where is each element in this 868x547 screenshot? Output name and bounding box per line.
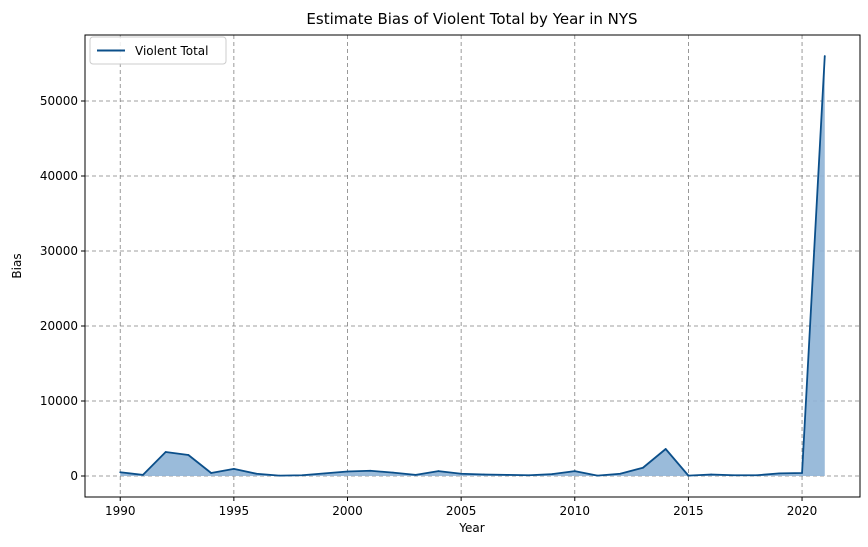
data-point [687, 474, 690, 477]
x-tick-label: 2015 [673, 504, 704, 518]
data-point [437, 470, 440, 473]
legend-label-violent-total: Violent Total [135, 44, 209, 58]
x-tick-label: 1990 [105, 504, 136, 518]
plot-frame [84, 34, 861, 498]
data-point [801, 472, 803, 474]
x-tick-label: 2005 [446, 504, 477, 518]
data-point [755, 474, 758, 477]
data-point [732, 474, 735, 477]
data-point [232, 467, 235, 470]
data-point [164, 451, 167, 453]
data-layer [119, 55, 826, 477]
y-tick-label: 0 [70, 469, 78, 483]
grid-layer [85, 35, 860, 497]
x-tick-label: 2000 [332, 504, 363, 518]
data-point [323, 472, 326, 475]
data-point [119, 471, 122, 474]
x-tick-label: 1995 [219, 504, 250, 518]
data-point [505, 473, 508, 476]
data-point [369, 469, 372, 472]
data-point [596, 474, 599, 477]
y-tick-label: 10000 [40, 394, 78, 408]
x-tick-label: 2010 [559, 504, 590, 518]
data-point [210, 472, 213, 474]
data-point [619, 472, 622, 475]
data-point [187, 454, 190, 456]
data-point [460, 472, 463, 475]
data-point [823, 55, 826, 57]
series-area-fill [120, 56, 825, 476]
y-axis-label: Bias [10, 253, 24, 278]
data-point [528, 474, 531, 477]
y-tick-label: 20000 [40, 319, 78, 333]
x-tick-label: 2020 [787, 504, 818, 518]
data-point [278, 474, 281, 477]
data-point [392, 471, 394, 474]
chart-title: Estimate Bias of Violent Total by Year i… [306, 10, 637, 28]
axes-layer: 1990 1995 2000 2005 2010 2015 2020 0 10000 20000 3… [40, 34, 861, 518]
x-axis-label: Year [458, 521, 484, 535]
y-tick-label: 40000 [40, 169, 78, 183]
data-point [255, 472, 258, 475]
y-tick-label: 50000 [40, 94, 78, 108]
legend: Violent Total [89, 36, 227, 65]
data-point [664, 448, 667, 450]
series-line [120, 55, 826, 477]
data-point [301, 474, 303, 477]
data-point [710, 473, 713, 476]
legend-box [89, 36, 227, 65]
y-tick-label: 30000 [40, 244, 78, 258]
data-point [778, 472, 781, 475]
data-point [573, 470, 576, 473]
data-point [414, 473, 417, 476]
data-point [642, 466, 644, 469]
data-point [346, 470, 349, 473]
data-point [551, 473, 553, 476]
data-point [482, 473, 485, 476]
data-point [142, 473, 144, 476]
